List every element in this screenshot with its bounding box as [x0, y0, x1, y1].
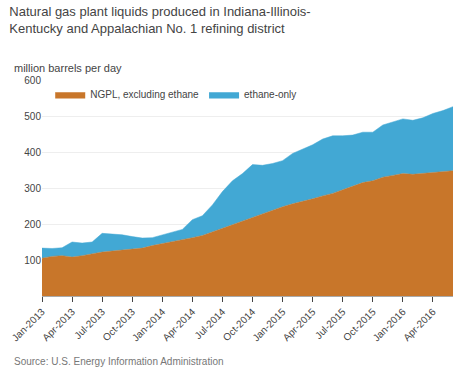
svg-text:Jan-2016: Jan-2016 [371, 306, 409, 344]
svg-text:200: 200 [24, 219, 41, 230]
svg-text:Jul-2013: Jul-2013 [72, 306, 107, 341]
svg-text:Apr-2015: Apr-2015 [281, 306, 318, 343]
svg-text:Oct-2015: Oct-2015 [341, 306, 378, 343]
svg-text:NGPL, excluding ethane: NGPL, excluding ethane [90, 89, 199, 100]
svg-text:Oct-2013: Oct-2013 [100, 306, 137, 343]
svg-text:100: 100 [24, 255, 41, 266]
svg-text:300: 300 [24, 183, 41, 194]
svg-text:Jan-2014: Jan-2014 [130, 306, 168, 344]
svg-text:Apr-2013: Apr-2013 [40, 306, 77, 343]
svg-text:Apr-2014: Apr-2014 [160, 306, 197, 343]
svg-text:Jan-2015: Jan-2015 [250, 306, 288, 344]
svg-text:Natural gas plant liquids prod: Natural gas plant liquids produced in In… [9, 4, 310, 36]
svg-text:million barrels per day: million barrels per day [14, 62, 122, 74]
svg-text:500: 500 [24, 111, 41, 122]
svg-text:Jul-2015: Jul-2015 [313, 306, 348, 341]
svg-text:Apr-2016: Apr-2016 [401, 306, 438, 343]
svg-text:Jul-2014: Jul-2014 [192, 306, 227, 341]
svg-text:Source: U.S. Energy Informatio: Source: U.S. Energy Information Administ… [14, 356, 224, 367]
svg-text:600: 600 [24, 75, 41, 86]
svg-text:400: 400 [24, 147, 41, 158]
svg-text:ethane-only: ethane-only [244, 89, 296, 100]
svg-text:Jan-2013: Jan-2013 [10, 306, 48, 344]
svg-text:Oct-2014: Oct-2014 [221, 306, 258, 343]
